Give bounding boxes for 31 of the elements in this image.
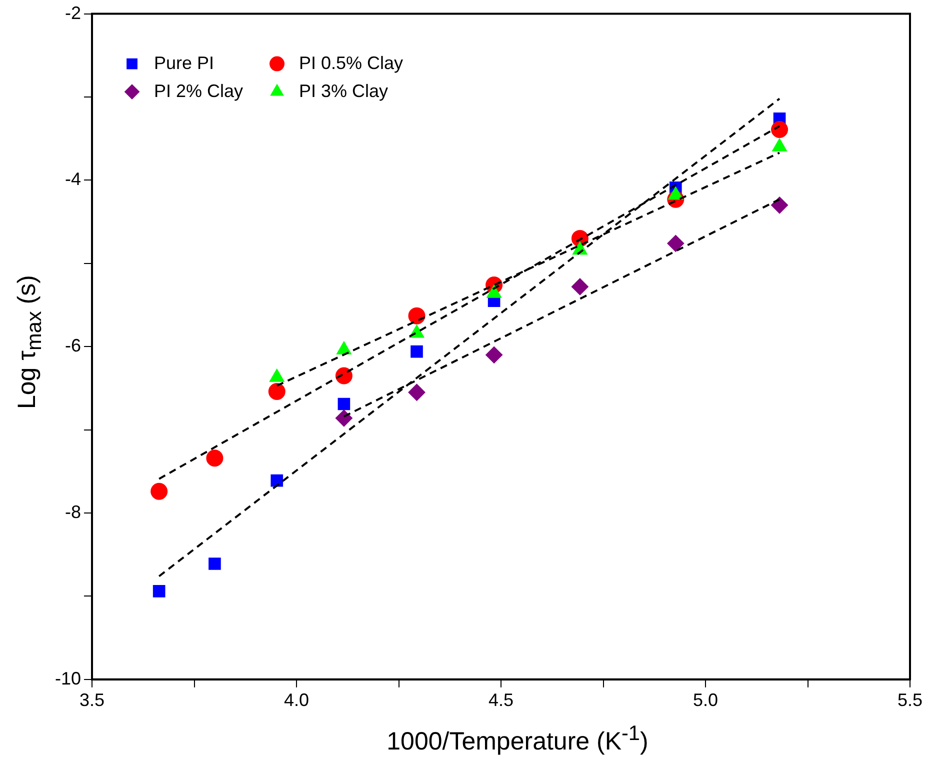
legend-label: PI 0.5% Clay bbox=[299, 52, 404, 73]
point bbox=[152, 585, 166, 598]
text: 5.0 bbox=[692, 690, 718, 710]
x-tick-label: 4.5 bbox=[488, 690, 514, 710]
x-axis-title: 1000/Temperature (K$^{-1}$) bbox=[386, 722, 650, 756]
y-tick-label: -8 bbox=[65, 502, 82, 522]
point bbox=[771, 196, 788, 214]
y-tick-label: -2 bbox=[65, 2, 82, 23]
y-tick-label: -10 bbox=[55, 668, 82, 688]
legend-label: Pure PI bbox=[154, 52, 214, 73]
point bbox=[408, 384, 426, 401]
point bbox=[771, 120, 788, 138]
point bbox=[335, 410, 352, 427]
point bbox=[410, 345, 423, 358]
point bbox=[270, 474, 284, 487]
legend-label: PI 3% Clay bbox=[299, 80, 388, 101]
point bbox=[338, 398, 350, 410]
point bbox=[268, 383, 286, 400]
point bbox=[408, 307, 426, 324]
point bbox=[208, 558, 221, 570]
y-tick-label: -4 bbox=[65, 169, 82, 190]
x-tick-label: 5.5 bbox=[897, 690, 923, 710]
x-tick-label: 3.5 bbox=[80, 690, 105, 710]
point bbox=[206, 450, 224, 467]
text: 4.0 bbox=[284, 690, 310, 710]
legend-label: PI 2% Clay bbox=[154, 80, 244, 101]
point bbox=[150, 482, 168, 500]
point bbox=[486, 346, 503, 364]
point bbox=[571, 278, 588, 296]
y-tick-label: -6 bbox=[65, 336, 82, 356]
point bbox=[667, 234, 684, 252]
